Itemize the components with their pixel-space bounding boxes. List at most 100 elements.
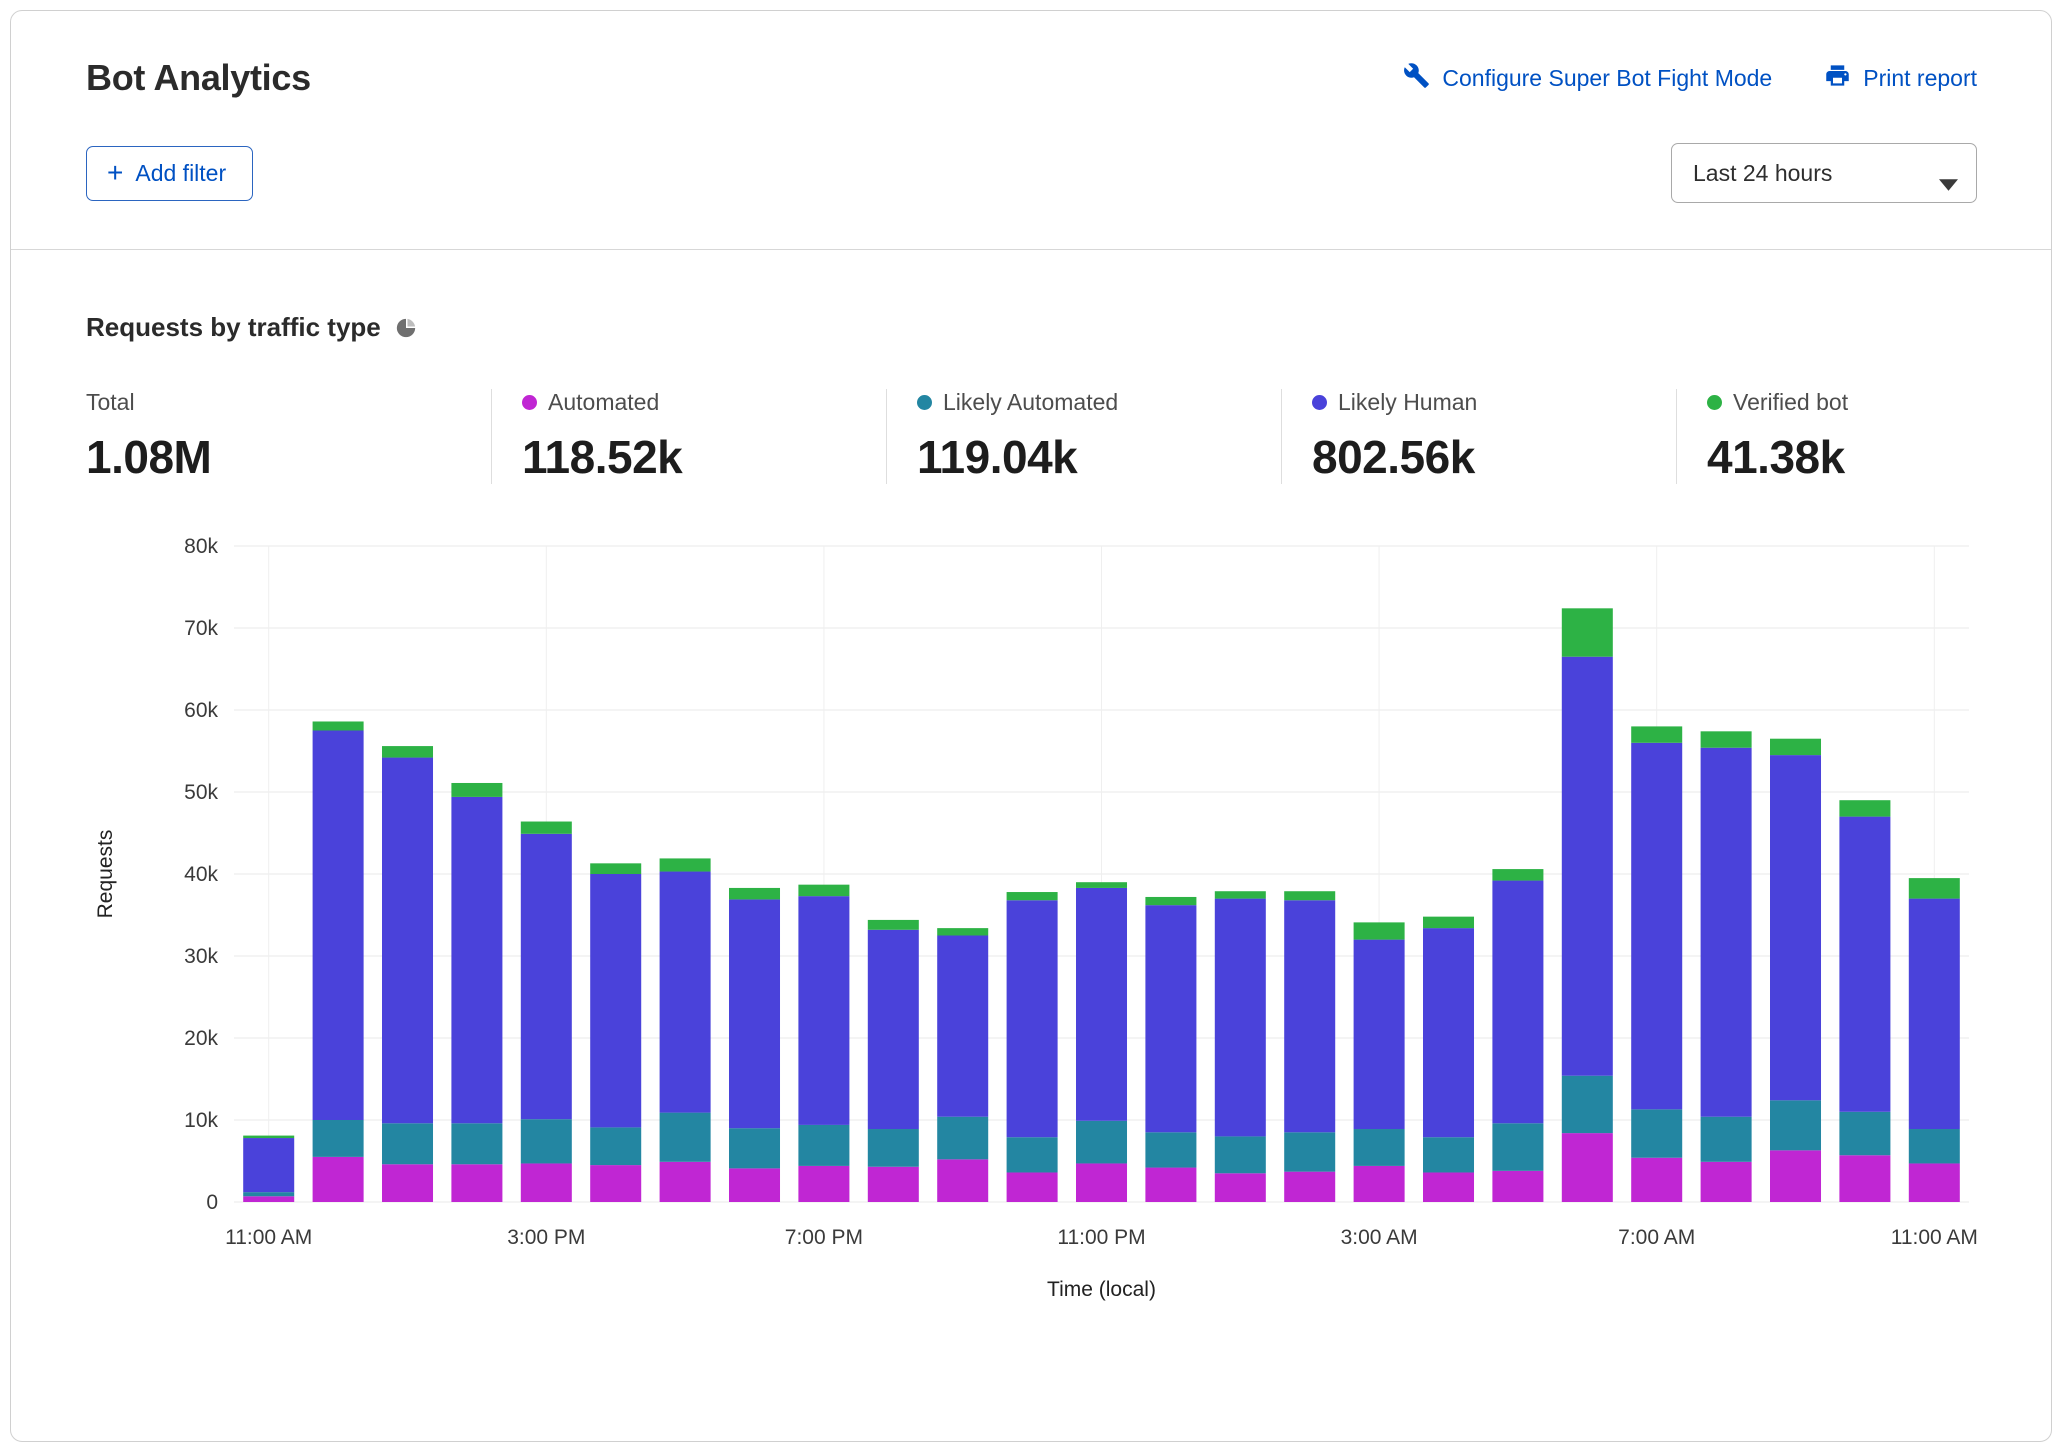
bar-segment-verified-bot[interactable] — [1561, 608, 1613, 657]
bar-segment-automated[interactable] — [1284, 1171, 1336, 1202]
bar-segment-likely-automated[interactable] — [1492, 1123, 1544, 1171]
time-range-select[interactable]: Last 24 hours — [1671, 143, 1977, 203]
bar-segment-likely-automated[interactable] — [520, 1119, 572, 1164]
bar-segment-verified-bot[interactable] — [1214, 891, 1266, 899]
bar-segment-verified-bot[interactable] — [1908, 878, 1960, 899]
bar-segment-verified-bot[interactable] — [1631, 726, 1683, 743]
bar-segment-likely-human[interactable] — [1214, 898, 1266, 1137]
bar-segment-likely-automated[interactable] — [1700, 1116, 1752, 1162]
bar-segment-likely-automated[interactable] — [1284, 1132, 1336, 1172]
bar-segment-verified-bot[interactable] — [312, 721, 364, 731]
bar-segment-automated[interactable] — [382, 1164, 434, 1202]
bar-segment-verified-bot[interactable] — [1839, 800, 1891, 817]
bar-segment-automated[interactable] — [1076, 1163, 1128, 1202]
configure-super-bot-fight-mode-link[interactable]: Configure Super Bot Fight Mode — [1403, 62, 1772, 95]
bar-segment-automated[interactable] — [312, 1156, 364, 1202]
bar-segment-likely-automated[interactable] — [729, 1128, 781, 1169]
bar-segment-likely-human[interactable] — [1561, 656, 1613, 1076]
bar-segment-likely-human[interactable] — [1423, 928, 1475, 1138]
bar-segment-likely-human[interactable] — [1145, 905, 1197, 1133]
bar-segment-automated[interactable] — [1700, 1161, 1752, 1202]
bar-segment-verified-bot[interactable] — [382, 746, 434, 758]
bar-segment-automated[interactable] — [659, 1161, 711, 1202]
bar-segment-likely-automated[interactable] — [451, 1123, 503, 1165]
bar-segment-likely-human[interactable] — [1700, 747, 1752, 1117]
bar-segment-likely-automated[interactable] — [1908, 1129, 1960, 1164]
bar-segment-likely-human[interactable] — [382, 757, 434, 1124]
bar-segment-verified-bot[interactable] — [1492, 869, 1544, 881]
bar-segment-likely-human[interactable] — [1284, 900, 1336, 1133]
bar-segment-likely-human[interactable] — [590, 874, 642, 1128]
stat-likely-human[interactable]: Likely Human 802.56k — [1281, 389, 1676, 484]
bar-segment-likely-human[interactable] — [1353, 939, 1405, 1130]
bar-segment-verified-bot[interactable] — [659, 858, 711, 872]
bar-segment-likely-automated[interactable] — [867, 1129, 919, 1167]
bar-segment-verified-bot[interactable] — [590, 863, 642, 874]
bar-segment-verified-bot[interactable] — [1423, 916, 1475, 929]
bar-segment-likely-human[interactable] — [867, 929, 919, 1130]
bar-segment-automated[interactable] — [590, 1165, 642, 1202]
bar-segment-likely-human[interactable] — [520, 833, 572, 1120]
bar-segment-likely-automated[interactable] — [590, 1127, 642, 1166]
bar-segment-likely-automated[interactable] — [1561, 1075, 1613, 1134]
bar-segment-likely-human[interactable] — [243, 1138, 295, 1193]
bar-segment-likely-human[interactable] — [798, 896, 850, 1125]
bar-segment-likely-automated[interactable] — [1770, 1100, 1822, 1151]
bar-segment-automated[interactable] — [1492, 1170, 1544, 1202]
bar-segment-automated[interactable] — [1006, 1172, 1058, 1202]
bar-segment-automated[interactable] — [1631, 1157, 1683, 1202]
bar-segment-automated[interactable] — [1770, 1150, 1822, 1202]
bar-segment-automated[interactable] — [729, 1168, 781, 1202]
stat-verified-bot[interactable]: Verified bot 41.38k — [1676, 389, 1868, 484]
bar-segment-verified-bot[interactable] — [867, 919, 919, 930]
bar-segment-likely-human[interactable] — [1908, 898, 1960, 1130]
bar-segment-automated[interactable] — [798, 1165, 850, 1202]
bar-segment-automated[interactable] — [520, 1163, 572, 1202]
bar-segment-verified-bot[interactable] — [729, 887, 781, 900]
bar-segment-verified-bot[interactable] — [1284, 891, 1336, 901]
stat-automated[interactable]: Automated 118.52k — [491, 389, 886, 484]
bar-segment-verified-bot[interactable] — [1700, 731, 1752, 748]
bar-segment-automated[interactable] — [867, 1166, 919, 1202]
print-report-link[interactable]: Print report — [1824, 62, 1977, 95]
bar-segment-likely-human[interactable] — [1631, 742, 1683, 1110]
bar-segment-likely-automated[interactable] — [659, 1112, 711, 1162]
bar-segment-likely-automated[interactable] — [312, 1120, 364, 1157]
bar-segment-verified-bot[interactable] — [243, 1135, 295, 1139]
bar-segment-likely-human[interactable] — [1770, 755, 1822, 1101]
bar-segment-likely-human[interactable] — [451, 796, 503, 1124]
bar-segment-likely-automated[interactable] — [243, 1192, 295, 1197]
bar-segment-verified-bot[interactable] — [1145, 896, 1197, 906]
bar-segment-verified-bot[interactable] — [1076, 882, 1128, 888]
bar-segment-verified-bot[interactable] — [1353, 922, 1405, 940]
bar-segment-verified-bot[interactable] — [798, 884, 850, 897]
bar-segment-likely-automated[interactable] — [798, 1124, 850, 1166]
bar-segment-automated[interactable] — [1145, 1167, 1197, 1202]
bar-segment-automated[interactable] — [937, 1159, 989, 1202]
stat-likely-automated[interactable]: Likely Automated 119.04k — [886, 389, 1281, 484]
bar-segment-automated[interactable] — [1908, 1163, 1960, 1202]
bar-segment-likely-human[interactable] — [1076, 887, 1128, 1121]
bar-segment-likely-automated[interactable] — [1006, 1137, 1058, 1173]
bar-segment-likely-human[interactable] — [1006, 900, 1058, 1138]
bar-segment-likely-automated[interactable] — [1353, 1129, 1405, 1166]
bar-segment-verified-bot[interactable] — [451, 782, 503, 797]
bar-segment-automated[interactable] — [1839, 1155, 1891, 1202]
bar-segment-automated[interactable] — [1561, 1133, 1613, 1202]
bar-segment-likely-human[interactable] — [729, 899, 781, 1129]
bar-segment-verified-bot[interactable] — [1006, 892, 1058, 901]
bar-segment-likely-human[interactable] — [1839, 816, 1891, 1112]
bar-segment-automated[interactable] — [1214, 1173, 1266, 1202]
bar-segment-likely-automated[interactable] — [1631, 1109, 1683, 1158]
bar-segment-likely-automated[interactable] — [1839, 1111, 1891, 1156]
bar-segment-likely-automated[interactable] — [937, 1116, 989, 1160]
bar-segment-verified-bot[interactable] — [520, 821, 572, 834]
bar-segment-automated[interactable] — [1423, 1172, 1475, 1202]
bar-segment-likely-human[interactable] — [312, 730, 364, 1121]
bar-segment-likely-automated[interactable] — [1076, 1120, 1128, 1164]
bar-segment-automated[interactable] — [451, 1164, 503, 1202]
bar-segment-likely-automated[interactable] — [1145, 1132, 1197, 1168]
bar-segment-likely-human[interactable] — [659, 871, 711, 1113]
bar-segment-automated[interactable] — [1353, 1165, 1405, 1202]
bar-segment-likely-human[interactable] — [937, 935, 989, 1117]
